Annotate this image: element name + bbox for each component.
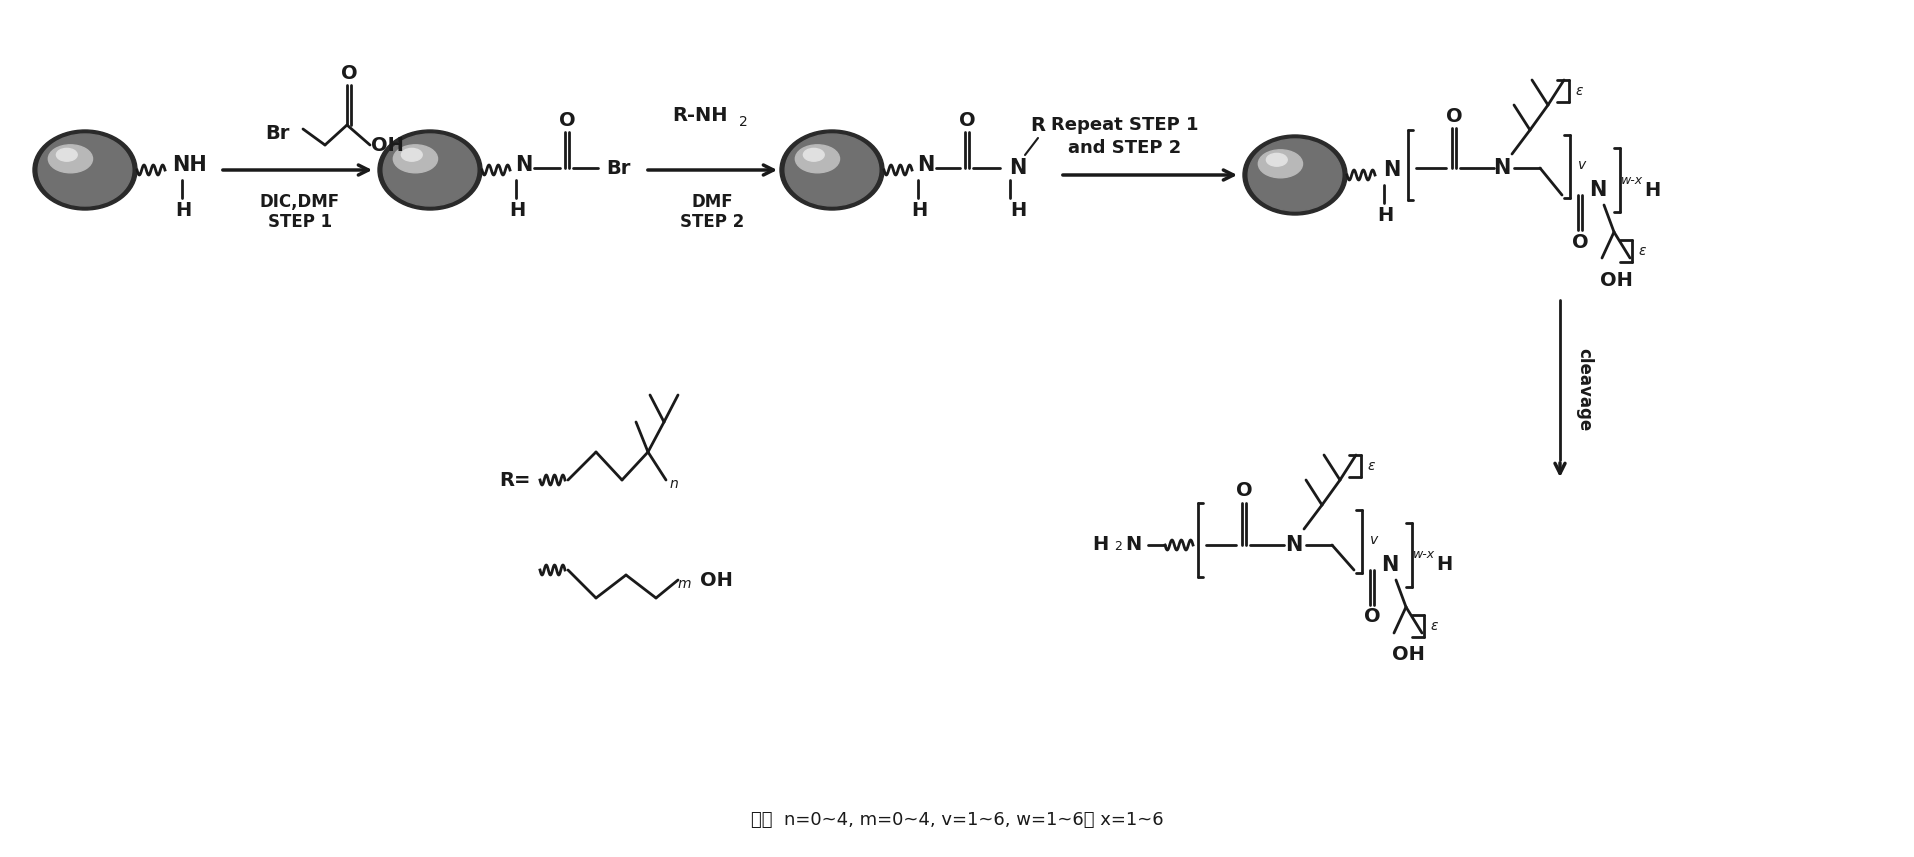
- Text: N: N: [515, 155, 532, 175]
- Text: 2: 2: [739, 115, 746, 129]
- Text: OH: OH: [699, 571, 733, 590]
- Text: H: H: [1376, 206, 1393, 225]
- Text: DMF: DMF: [691, 193, 733, 211]
- Text: w-x: w-x: [1621, 173, 1642, 187]
- Text: N: N: [1009, 158, 1026, 178]
- Ellipse shape: [38, 134, 132, 206]
- Ellipse shape: [394, 145, 438, 173]
- Text: O: O: [1445, 106, 1462, 125]
- Text: 注：  n=0~4, m=0~4, v=1~6, w=1~6， x=1~6: 注： n=0~4, m=0~4, v=1~6, w=1~6， x=1~6: [750, 811, 1164, 829]
- Text: N: N: [1125, 536, 1141, 554]
- Text: N: N: [1286, 535, 1303, 555]
- Text: H: H: [509, 201, 524, 219]
- Text: n: n: [670, 477, 678, 491]
- Text: N: N: [917, 155, 934, 175]
- Text: cleavage: cleavage: [1575, 349, 1592, 432]
- Text: R-NH: R-NH: [672, 105, 727, 124]
- Text: R=: R=: [500, 470, 530, 489]
- Text: Br: Br: [607, 159, 630, 177]
- Text: ε: ε: [1575, 84, 1583, 98]
- Ellipse shape: [781, 130, 884, 210]
- Ellipse shape: [1248, 139, 1342, 211]
- Ellipse shape: [383, 134, 477, 206]
- Text: N: N: [1589, 180, 1606, 200]
- Ellipse shape: [796, 145, 840, 173]
- Text: R: R: [1030, 116, 1045, 135]
- Text: STEP 2: STEP 2: [679, 213, 745, 231]
- Ellipse shape: [804, 148, 825, 161]
- Text: H: H: [174, 201, 191, 219]
- Ellipse shape: [48, 145, 92, 173]
- Text: ε: ε: [1367, 459, 1374, 473]
- Text: w-x: w-x: [1413, 548, 1436, 561]
- Text: OH: OH: [371, 135, 404, 154]
- Text: 2: 2: [1114, 541, 1122, 554]
- Text: STEP 1: STEP 1: [268, 213, 331, 231]
- Ellipse shape: [402, 148, 423, 161]
- Text: NH: NH: [172, 155, 207, 175]
- Text: v: v: [1370, 533, 1378, 547]
- Text: H: H: [1091, 536, 1108, 554]
- Text: H: H: [1011, 201, 1026, 219]
- Text: m: m: [678, 577, 691, 591]
- Text: OH: OH: [1600, 271, 1633, 290]
- Ellipse shape: [33, 130, 138, 210]
- Text: O: O: [559, 111, 576, 129]
- Ellipse shape: [1267, 153, 1288, 166]
- Text: ε: ε: [1638, 244, 1646, 258]
- Ellipse shape: [377, 130, 482, 210]
- Text: O: O: [1363, 608, 1380, 626]
- Text: H: H: [1436, 555, 1453, 574]
- Text: ε: ε: [1430, 619, 1437, 633]
- Text: N: N: [1384, 160, 1401, 180]
- Text: H: H: [1644, 181, 1659, 200]
- Text: H: H: [911, 201, 926, 219]
- Text: O: O: [341, 63, 358, 82]
- Text: v: v: [1577, 158, 1587, 172]
- Ellipse shape: [785, 134, 879, 206]
- Text: N: N: [1493, 158, 1510, 178]
- Text: N: N: [1382, 555, 1399, 575]
- Text: Repeat STEP 1: Repeat STEP 1: [1051, 116, 1198, 134]
- Text: OH: OH: [1391, 645, 1424, 664]
- Ellipse shape: [56, 148, 77, 161]
- Text: Br: Br: [264, 123, 289, 142]
- Text: O: O: [1236, 481, 1252, 500]
- Ellipse shape: [1242, 135, 1347, 215]
- Text: O: O: [1571, 232, 1589, 251]
- Ellipse shape: [1257, 150, 1303, 177]
- Text: DIC,DMF: DIC,DMF: [260, 193, 341, 211]
- Text: and STEP 2: and STEP 2: [1068, 139, 1181, 157]
- Text: O: O: [959, 111, 976, 129]
